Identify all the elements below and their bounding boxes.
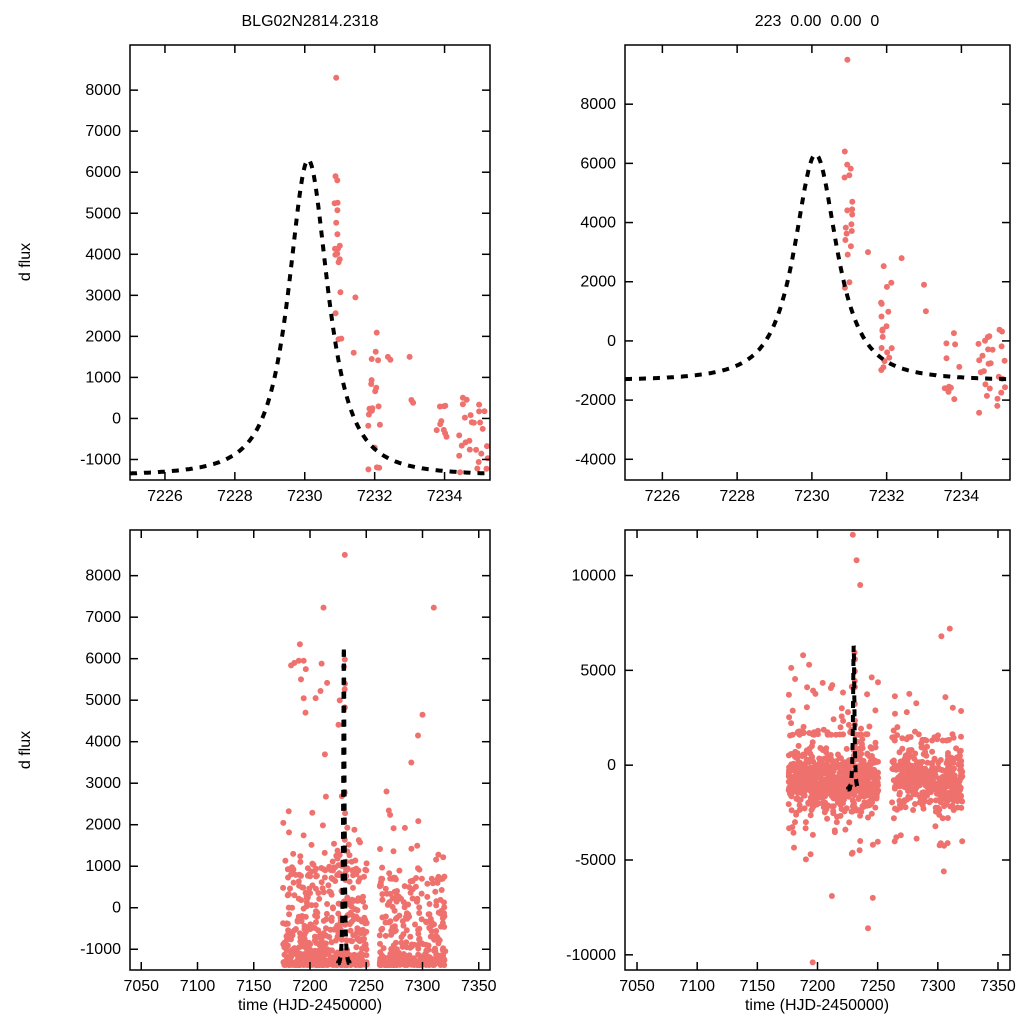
svg-text:7100: 7100 <box>180 978 216 995</box>
svg-text:-4000: -4000 <box>575 451 616 468</box>
svg-text:5000: 5000 <box>85 205 121 222</box>
svg-text:7200: 7200 <box>800 978 836 995</box>
svg-text:7300: 7300 <box>920 978 956 995</box>
svg-text:7230: 7230 <box>287 488 323 505</box>
svg-text:-1000: -1000 <box>80 451 121 468</box>
svg-text:0: 0 <box>607 757 616 774</box>
svg-text:4000: 4000 <box>580 215 616 232</box>
svg-text:4000: 4000 <box>85 734 121 751</box>
panel-bottom-left: d flux time (HJD-2450000) 7050 7100 7150 72… <box>0 512 512 1024</box>
svg-text:7300: 7300 <box>405 978 441 995</box>
x-axis-label-bottom-left: time (HJD-2450000) <box>238 997 382 1014</box>
panel-title-top-right: 223 0.00 0.00 0 <box>755 13 880 30</box>
svg-text:7250: 7250 <box>348 978 384 995</box>
svg-text:7100: 7100 <box>679 978 715 995</box>
svg-text:-1000: -1000 <box>80 941 121 958</box>
panel-top-left: BLG02N2814.2318 d flux 7226 7228 7230 7232 7… <box>0 0 512 512</box>
svg-text:0: 0 <box>112 410 121 427</box>
svg-text:-2000: -2000 <box>575 392 616 409</box>
svg-text:6000: 6000 <box>580 155 616 172</box>
svg-text:7234: 7234 <box>944 488 980 505</box>
x-axis-label-bottom-right: time (HJD-2450000) <box>745 997 889 1014</box>
svg-text:8000: 8000 <box>85 82 121 99</box>
svg-text:10000: 10000 <box>572 568 617 585</box>
svg-text:7250: 7250 <box>860 978 896 995</box>
svg-text:7234: 7234 <box>427 488 463 505</box>
panel-top-right-chart: 223 0.00 0.00 0 7226 7228 7230 7232 7234 -400… <box>575 13 1011 505</box>
plot-area-bottom-left: 7050 7100 7150 7200 7250 7300 7350 -1000 0 1000 20… <box>80 529 497 995</box>
panel-title-top-left: BLG02N2814.2318 <box>242 13 379 30</box>
plot-area-top-right: 7226 7228 7230 7232 7234 -4000 -2000 0 2000 4000 6… <box>575 44 1011 505</box>
svg-text:-10000: -10000 <box>566 947 616 964</box>
panel-top-left-chart: BLG02N2814.2318 d flux 7226 7228 7230 7232 7… <box>17 13 491 505</box>
svg-text:7000: 7000 <box>85 609 121 626</box>
svg-text:7050: 7050 <box>123 978 159 995</box>
svg-text:3000: 3000 <box>85 287 121 304</box>
svg-text:0: 0 <box>607 333 616 350</box>
panel-bottom-right-chart: time (HJD-2450000) 7050 7100 7150 7200 7250 7… <box>566 529 1016 1014</box>
panel-bottom-left-chart: d flux time (HJD-2450000) 7050 7100 7150 72… <box>17 529 497 1014</box>
panel-bottom-right: time (HJD-2450000) 7050 7100 7150 7200 7250 7… <box>512 512 1024 1024</box>
panel-top-right: 223 0.00 0.00 0 7226 7228 7230 7232 7234 -400… <box>512 0 1024 512</box>
plot-area-bottom-right: 7050 7100 7150 7200 7250 7300 7350 -10000 -5000 0… <box>566 529 1016 995</box>
svg-text:7228: 7228 <box>217 488 253 505</box>
svg-text:7228: 7228 <box>719 488 755 505</box>
svg-text:5000: 5000 <box>580 662 616 679</box>
svg-text:7000: 7000 <box>85 123 121 140</box>
svg-text:7350: 7350 <box>980 978 1016 995</box>
svg-text:-5000: -5000 <box>575 852 616 869</box>
svg-text:7200: 7200 <box>292 978 328 995</box>
y-axis-label-top-left: d flux <box>17 243 34 281</box>
svg-text:7226: 7226 <box>645 488 681 505</box>
svg-text:3000: 3000 <box>85 775 121 792</box>
svg-text:7232: 7232 <box>869 488 905 505</box>
svg-text:5000: 5000 <box>85 692 121 709</box>
svg-text:2000: 2000 <box>580 274 616 291</box>
svg-text:2000: 2000 <box>85 328 121 345</box>
svg-text:7226: 7226 <box>147 488 183 505</box>
svg-text:1000: 1000 <box>85 858 121 875</box>
svg-text:7050: 7050 <box>619 978 655 995</box>
svg-text:7150: 7150 <box>740 978 776 995</box>
svg-text:8000: 8000 <box>85 568 121 585</box>
svg-text:7232: 7232 <box>357 488 393 505</box>
svg-text:7230: 7230 <box>794 488 830 505</box>
y-axis-label-bottom-left: d flux <box>17 731 34 769</box>
svg-text:2000: 2000 <box>85 817 121 834</box>
plot-area-top-left: 7226 7228 7230 7232 7234 -1000 0 1000 2000 3000 40… <box>80 44 491 505</box>
svg-text:6000: 6000 <box>85 164 121 181</box>
svg-text:7150: 7150 <box>236 978 272 995</box>
svg-text:1000: 1000 <box>85 369 121 386</box>
svg-text:4000: 4000 <box>85 246 121 263</box>
svg-text:8000: 8000 <box>580 96 616 113</box>
svg-text:6000: 6000 <box>85 651 121 668</box>
svg-text:7350: 7350 <box>461 978 497 995</box>
svg-text:0: 0 <box>112 900 121 917</box>
